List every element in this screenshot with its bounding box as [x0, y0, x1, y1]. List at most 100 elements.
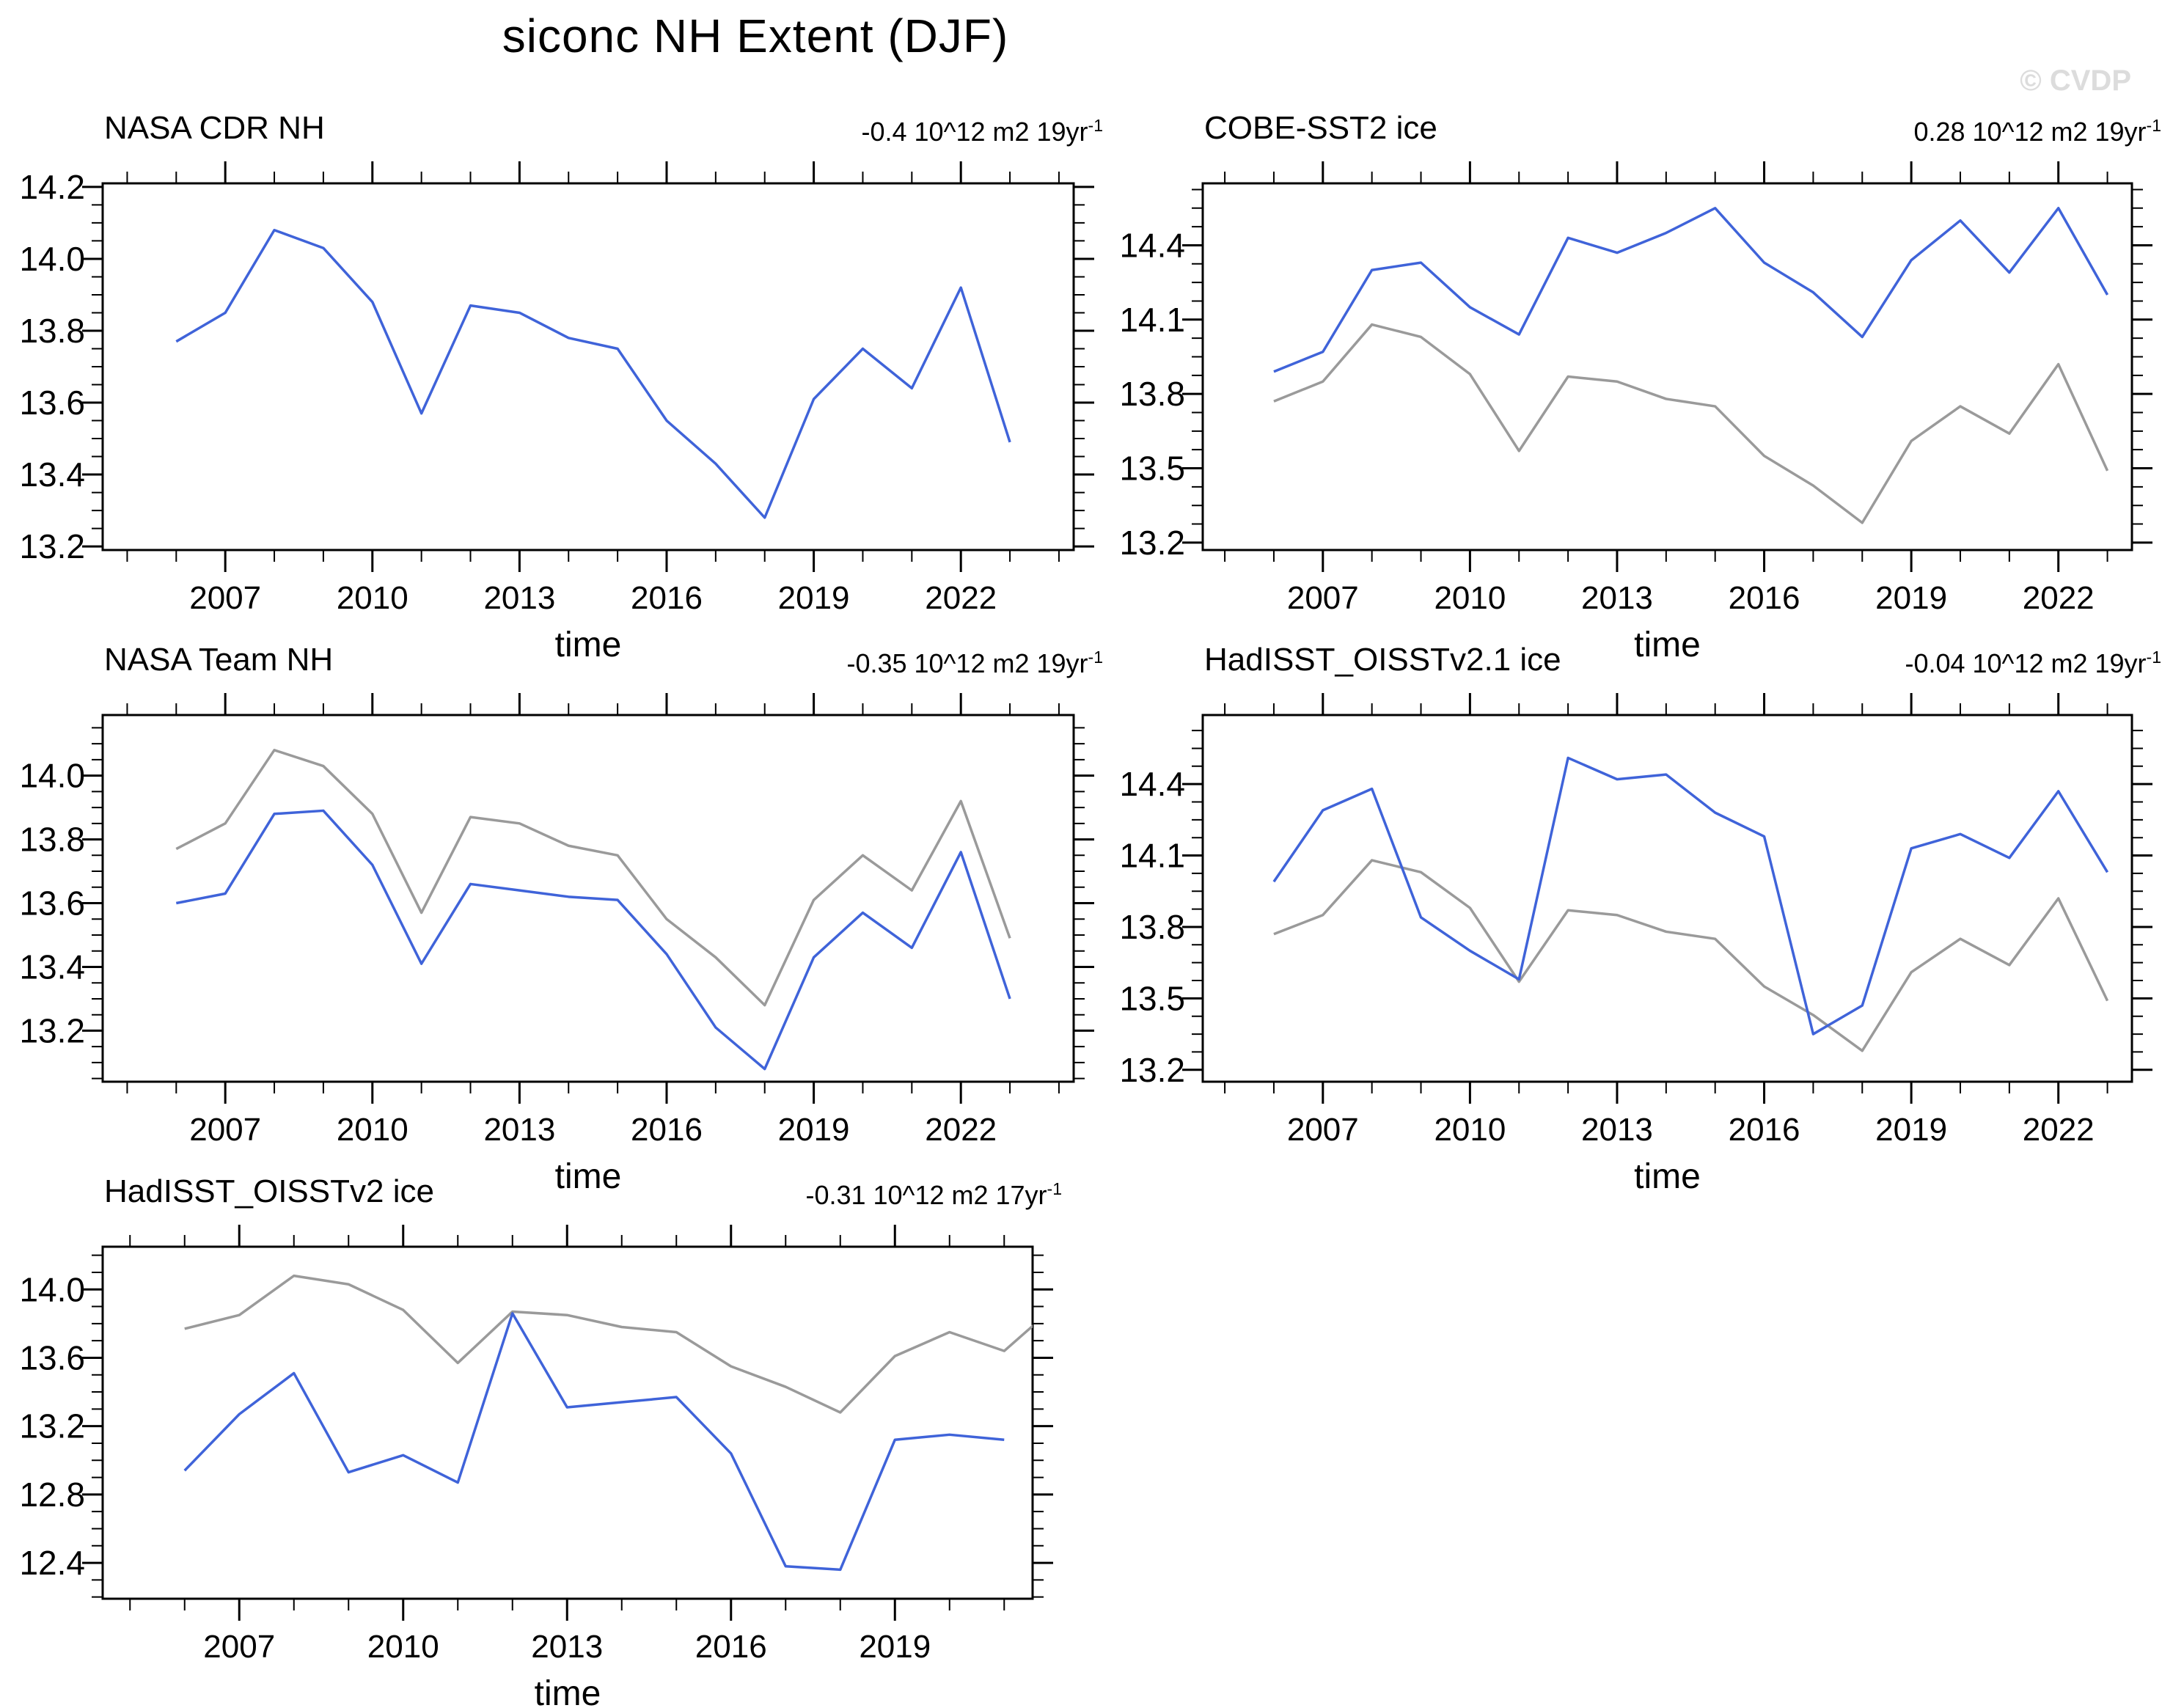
- y-tick-label: 14.4: [1119, 226, 1185, 264]
- x-tick-label: 2019: [778, 1112, 850, 1148]
- reference-line-nasa-cdr-nh-reference-: [1273, 859, 2109, 1052]
- trend-exponent: -1: [1088, 648, 1103, 667]
- x-tick-label: 2019: [778, 580, 850, 616]
- plot-hadisst-oisstv2-ice: 12.4 12.8 13.2 13.6 14.0 2007 2010 2013 2016 2019…: [19, 1225, 1053, 1708]
- plot-border: [1201, 714, 2133, 1083]
- panel-title-nasa-cdr-nh: NASA CDR NH: [104, 110, 325, 146]
- x-tick-label: 2016: [695, 1629, 767, 1665]
- minor-ticks: [92, 703, 1085, 1093]
- trend-exponent: -1: [1088, 116, 1103, 135]
- x-tick-label: 2010: [337, 1112, 408, 1148]
- data-line-nasa-team-nh: [175, 809, 1011, 1071]
- major-ticks: [82, 161, 1094, 572]
- panel-trend-nasa-cdr-nh: -0.4 10^12 m2 19yr-1: [861, 116, 1103, 147]
- minor-ticks: [92, 1235, 1044, 1610]
- panel-title-nasa-team-nh: NASA Team NH: [104, 642, 334, 678]
- y-tick-label: 13.4: [19, 455, 85, 494]
- plot-border: [101, 1245, 1034, 1600]
- y-tick-label: 12.8: [19, 1476, 85, 1514]
- minor-ticks: [92, 172, 1085, 562]
- plot-border: [1201, 182, 2133, 551]
- x-tick-label: 2010: [1434, 1112, 1506, 1148]
- x-tick-label: 2007: [1287, 1112, 1359, 1148]
- trend-exponent: -1: [1047, 1179, 1062, 1198]
- y-tick-label: 14.1: [1119, 301, 1185, 339]
- x-tick-label: 2016: [631, 580, 703, 616]
- x-tick-label: 2013: [1581, 1112, 1653, 1148]
- y-tick-label: 14.0: [19, 757, 85, 795]
- reference-line-nasa-cdr-nh-reference-: [175, 749, 1011, 1007]
- minor-ticks: [1192, 703, 2143, 1093]
- major-ticks: [82, 693, 1094, 1104]
- x-tick-label: 2007: [1287, 580, 1359, 616]
- reference-line-nasa-cdr-nh-reference-: [1273, 323, 2109, 524]
- y-tick-label: 14.4: [1119, 765, 1185, 803]
- y-tick-label: 13.2: [19, 1407, 85, 1445]
- plot-nasa-cdr-nh: 13.2 13.4 13.6 13.8 14.0 14.2 2007 2010 2013 2016…: [19, 161, 1094, 664]
- y-tick-label: 13.5: [1119, 450, 1185, 488]
- panel-trend-cobe-sst2-ice: 0.28 10^12 m2 19yr-1: [1913, 116, 2161, 147]
- time-axis-label: time: [555, 1157, 622, 1196]
- data-line-nasa-cdr-nh: [175, 228, 1011, 519]
- y-tick-label: 13.6: [19, 384, 85, 422]
- x-tick-label: 2016: [1729, 580, 1800, 616]
- y-tick-label: 13.8: [19, 821, 85, 859]
- trend-exponent: -1: [2146, 648, 2161, 667]
- plot-border: [101, 714, 1075, 1083]
- x-tick-label: 2013: [483, 1112, 555, 1148]
- y-tick-label: 13.8: [1119, 908, 1185, 946]
- cvdp-watermark: © CVDP: [2020, 65, 2131, 97]
- x-tick-label: 2019: [859, 1629, 931, 1665]
- x-tick-label: 2013: [483, 580, 555, 616]
- data-line-cobe-sst2-ice: [1273, 207, 2109, 373]
- major-ticks: [82, 1225, 1053, 1621]
- y-tick-label: 14.1: [1119, 837, 1185, 875]
- x-tick-label: 2013: [531, 1629, 603, 1665]
- y-tick-label: 14.2: [19, 168, 85, 206]
- x-tick-label: 2022: [2023, 1112, 2095, 1148]
- trend-value: -0.35 10^12 m2 19yr: [846, 648, 1088, 678]
- trend-value: -0.04 10^12 m2 19yr: [1905, 648, 2147, 678]
- y-tick-label: 14.0: [19, 240, 85, 278]
- data-line-hadisst-oisstv2-1-ice: [1272, 756, 2109, 1036]
- x-tick-label: 2007: [189, 1112, 261, 1148]
- trend-value: 0.28 10^12 m2 19yr: [1913, 117, 2147, 147]
- trend-exponent: -1: [2146, 116, 2161, 135]
- plot-hadisst-oisstv2-1-ice: 13.2 13.5 13.8 14.1 14.4 2007 2010 2013 2016 2019…: [1119, 693, 2152, 1196]
- x-tick-label: 2007: [189, 580, 261, 616]
- panel-title-hadisst-oisstv2-ice: HadISST_OISSTv2 ice: [104, 1173, 434, 1209]
- y-tick-label: 13.5: [1119, 979, 1185, 1017]
- x-tick-label: 2019: [1875, 580, 1947, 616]
- x-tick-label: 2022: [925, 1112, 997, 1148]
- y-tick-label: 13.2: [1119, 524, 1185, 562]
- minor-ticks: [1192, 172, 2143, 562]
- panel-trend-hadisst-oisstv2-1-ice: -0.04 10^12 m2 19yr-1: [1905, 648, 2161, 679]
- panel-title-hadisst-oisstv2-1-ice: HadISST_OISSTv2.1 ice: [1204, 642, 1561, 678]
- y-tick-label: 13.2: [19, 527, 85, 565]
- trend-value: -0.31 10^12 m2 17yr: [805, 1180, 1047, 1210]
- x-tick-label: 2022: [925, 580, 997, 616]
- major-ticks: [1182, 161, 2152, 572]
- x-tick-label: 2010: [367, 1629, 439, 1665]
- plot-nasa-team-nh: 13.2 13.4 13.6 13.8 14.0 2007 2010 2013 2016 2019…: [19, 693, 1094, 1196]
- panel-title-cobe-sst2-ice: COBE-SST2 ice: [1204, 110, 1437, 146]
- panel-trend-hadisst-oisstv2-ice: -0.31 10^12 m2 17yr-1: [805, 1179, 1062, 1211]
- y-tick-label: 13.8: [1119, 375, 1185, 413]
- time-axis-label: time: [1634, 1157, 1701, 1196]
- time-axis-label: time: [555, 626, 622, 664]
- reference-line-nasa-cdr-nh-reference-: [184, 1274, 1033, 1414]
- panel-trend-nasa-team-nh: -0.35 10^12 m2 19yr-1: [846, 648, 1103, 679]
- trend-value: -0.4 10^12 m2 19yr: [861, 117, 1088, 147]
- x-tick-label: 2016: [1729, 1112, 1800, 1148]
- data-line-hadisst-oisstv2-ice: [183, 1312, 1005, 1572]
- y-tick-label: 13.4: [19, 948, 85, 986]
- x-tick-label: 2013: [1581, 580, 1653, 616]
- time-axis-label: time: [535, 1674, 601, 1708]
- plot-cobe-sst2-ice: 13.2 13.5 13.8 14.1 14.4 2007 2010 2013 2016 2019…: [1119, 161, 2152, 664]
- y-tick-label: 12.4: [19, 1544, 85, 1582]
- y-tick-label: 13.6: [19, 884, 85, 923]
- x-tick-label: 2022: [2023, 580, 2095, 616]
- y-tick-label: 13.8: [19, 312, 85, 350]
- y-tick-label: 14.0: [19, 1270, 85, 1308]
